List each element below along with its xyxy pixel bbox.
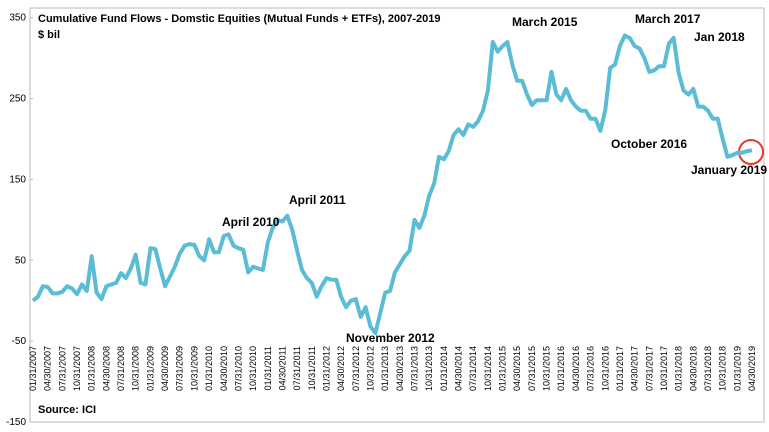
x-tick-label: 10/31/2018 [718, 346, 728, 391]
x-tick-label: 07/31/2014 [468, 346, 478, 391]
y-tick-label: 150 [9, 174, 26, 185]
x-tick-label: 10/31/2013 [424, 346, 434, 391]
x-tick-label: 07/31/2017 [644, 346, 654, 391]
x-tick-label: 01/31/2018 [674, 346, 684, 391]
x-tick-label: 04/30/2011 [277, 346, 287, 390]
x-tick-label: 01/31/2012 [321, 346, 331, 391]
x-tick-label: 07/31/2008 [116, 346, 126, 391]
x-tick-label: 10/31/2015 [542, 346, 552, 391]
x-tick-label: 10/31/2014 [483, 346, 493, 391]
y-tick-label: 350 [9, 13, 26, 24]
x-tick-label: 04/30/2012 [336, 346, 346, 391]
x-tick-label: 01/31/2019 [732, 346, 742, 391]
chart-subtitle: $ bil [38, 29, 60, 41]
x-tick-label: 01/31/2014 [439, 346, 449, 391]
x-tick-label: 01/31/2013 [380, 346, 390, 391]
annotation: October 2016 [611, 137, 687, 151]
x-tick-label: 10/31/2012 [365, 346, 375, 391]
y-tick-label: -150 [6, 417, 26, 428]
x-tick-label: 07/31/2015 [527, 346, 537, 391]
source-note: Source: ICI [38, 404, 96, 416]
x-tick-label: 07/31/2013 [410, 346, 420, 391]
x-tick-label: 01/31/2015 [498, 346, 508, 391]
x-tick-label: 01/31/2010 [204, 346, 214, 391]
annotation: April 2010 [222, 215, 280, 229]
x-tick-label: 10/31/2009 [189, 346, 199, 391]
x-tick-label: 04/30/2017 [630, 346, 640, 391]
x-tick-label: 10/31/2008 [131, 346, 141, 391]
x-tick-label: 07/31/2018 [703, 346, 713, 391]
x-tick-label: 07/31/2016 [586, 346, 596, 391]
annotation: March 2017 [635, 12, 701, 26]
x-tick-label: 04/30/2008 [101, 346, 111, 391]
x-tick-label: 04/30/2016 [571, 346, 581, 391]
annotation: January 2019 [691, 163, 767, 177]
x-tick-label: 07/31/2011 [292, 346, 302, 390]
x-tick-label: 04/30/2018 [688, 346, 698, 391]
x-tick-label: 07/31/2012 [351, 346, 361, 391]
x-tick-label: 10/31/2016 [600, 346, 610, 391]
x-tick-label: 04/30/2007 [43, 346, 53, 391]
x-tick-label: 01/31/2017 [615, 346, 625, 391]
x-tick-label: 01/31/2008 [87, 346, 97, 391]
chart-title: Cumulative Fund Flows - Domstic Equities… [38, 13, 440, 25]
x-tick-label: 10/31/2007 [72, 346, 82, 391]
annotation: November 2012 [346, 331, 435, 345]
annotation: March 2015 [512, 15, 578, 29]
x-tick-label: 10/31/2011 [307, 346, 317, 390]
y-tick-label: 250 [9, 94, 26, 105]
y-tick-label: -50 [12, 336, 27, 347]
plot-frame [29, 7, 765, 423]
x-tick-label: 04/30/2014 [454, 346, 464, 391]
x-tick-label: 10/31/2010 [248, 346, 258, 391]
y-tick-label: 50 [15, 255, 27, 266]
data-line [31, 33, 753, 336]
x-tick-label: 04/30/2013 [395, 346, 405, 391]
x-tick-label: 01/31/2009 [145, 346, 155, 391]
x-tick-label: 10/31/2017 [659, 346, 669, 391]
x-tick-label: 04/30/2009 [160, 346, 170, 391]
x-tick-label: 07/31/2010 [233, 346, 243, 391]
annotation: April 2011 [289, 193, 346, 207]
x-tick-label: 04/30/2019 [747, 346, 757, 391]
annotation: Jan 2018 [694, 30, 745, 44]
x-tick-label: 07/31/2009 [175, 346, 185, 391]
x-tick-label: 01/31/2016 [556, 346, 566, 391]
x-tick-label: 07/31/2007 [57, 346, 67, 391]
x-tick-label: 01/31/2007 [28, 346, 38, 391]
x-tick-label: 01/31/2011 [263, 346, 273, 390]
x-tick-label: 04/30/2010 [219, 346, 229, 391]
x-tick-label: 04/30/2015 [512, 346, 522, 391]
